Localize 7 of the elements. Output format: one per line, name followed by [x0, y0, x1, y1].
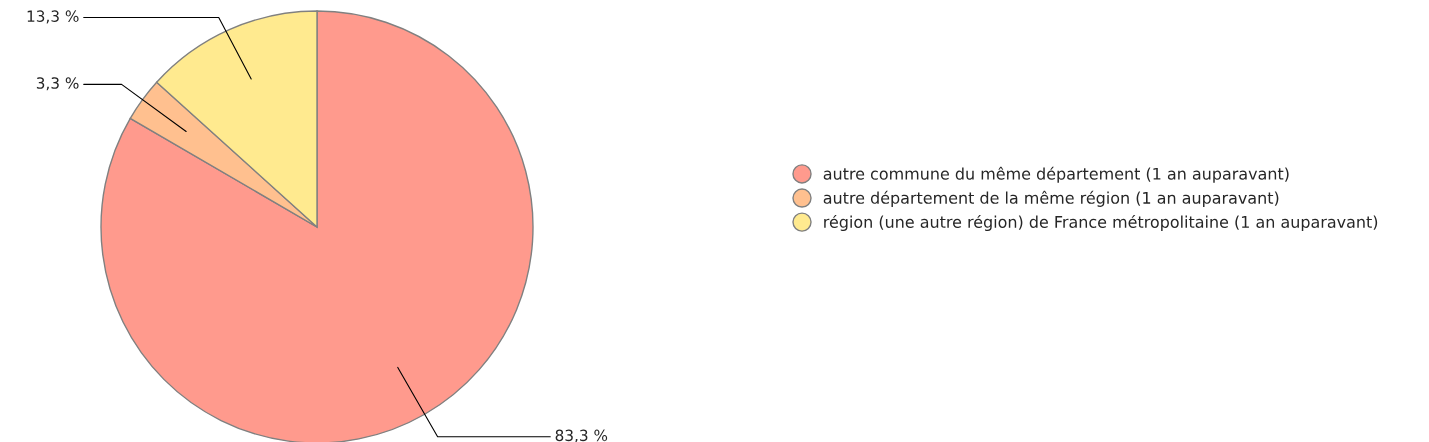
data-label: 13,3 % [27, 10, 79, 24]
pie-slice [100, 10, 534, 442]
legend-label: autre commune du même département (1 an auparavant) [823, 166, 1289, 183]
legend-label: autre département de la même région (1 an auparavant) [823, 190, 1279, 207]
data-label: 83,3 % [555, 429, 608, 442]
data-label: 3,3 % [36, 77, 79, 91]
legend-label: région (une autre région) de France métropolitaine (1 an auparavant) [824, 214, 1378, 232]
